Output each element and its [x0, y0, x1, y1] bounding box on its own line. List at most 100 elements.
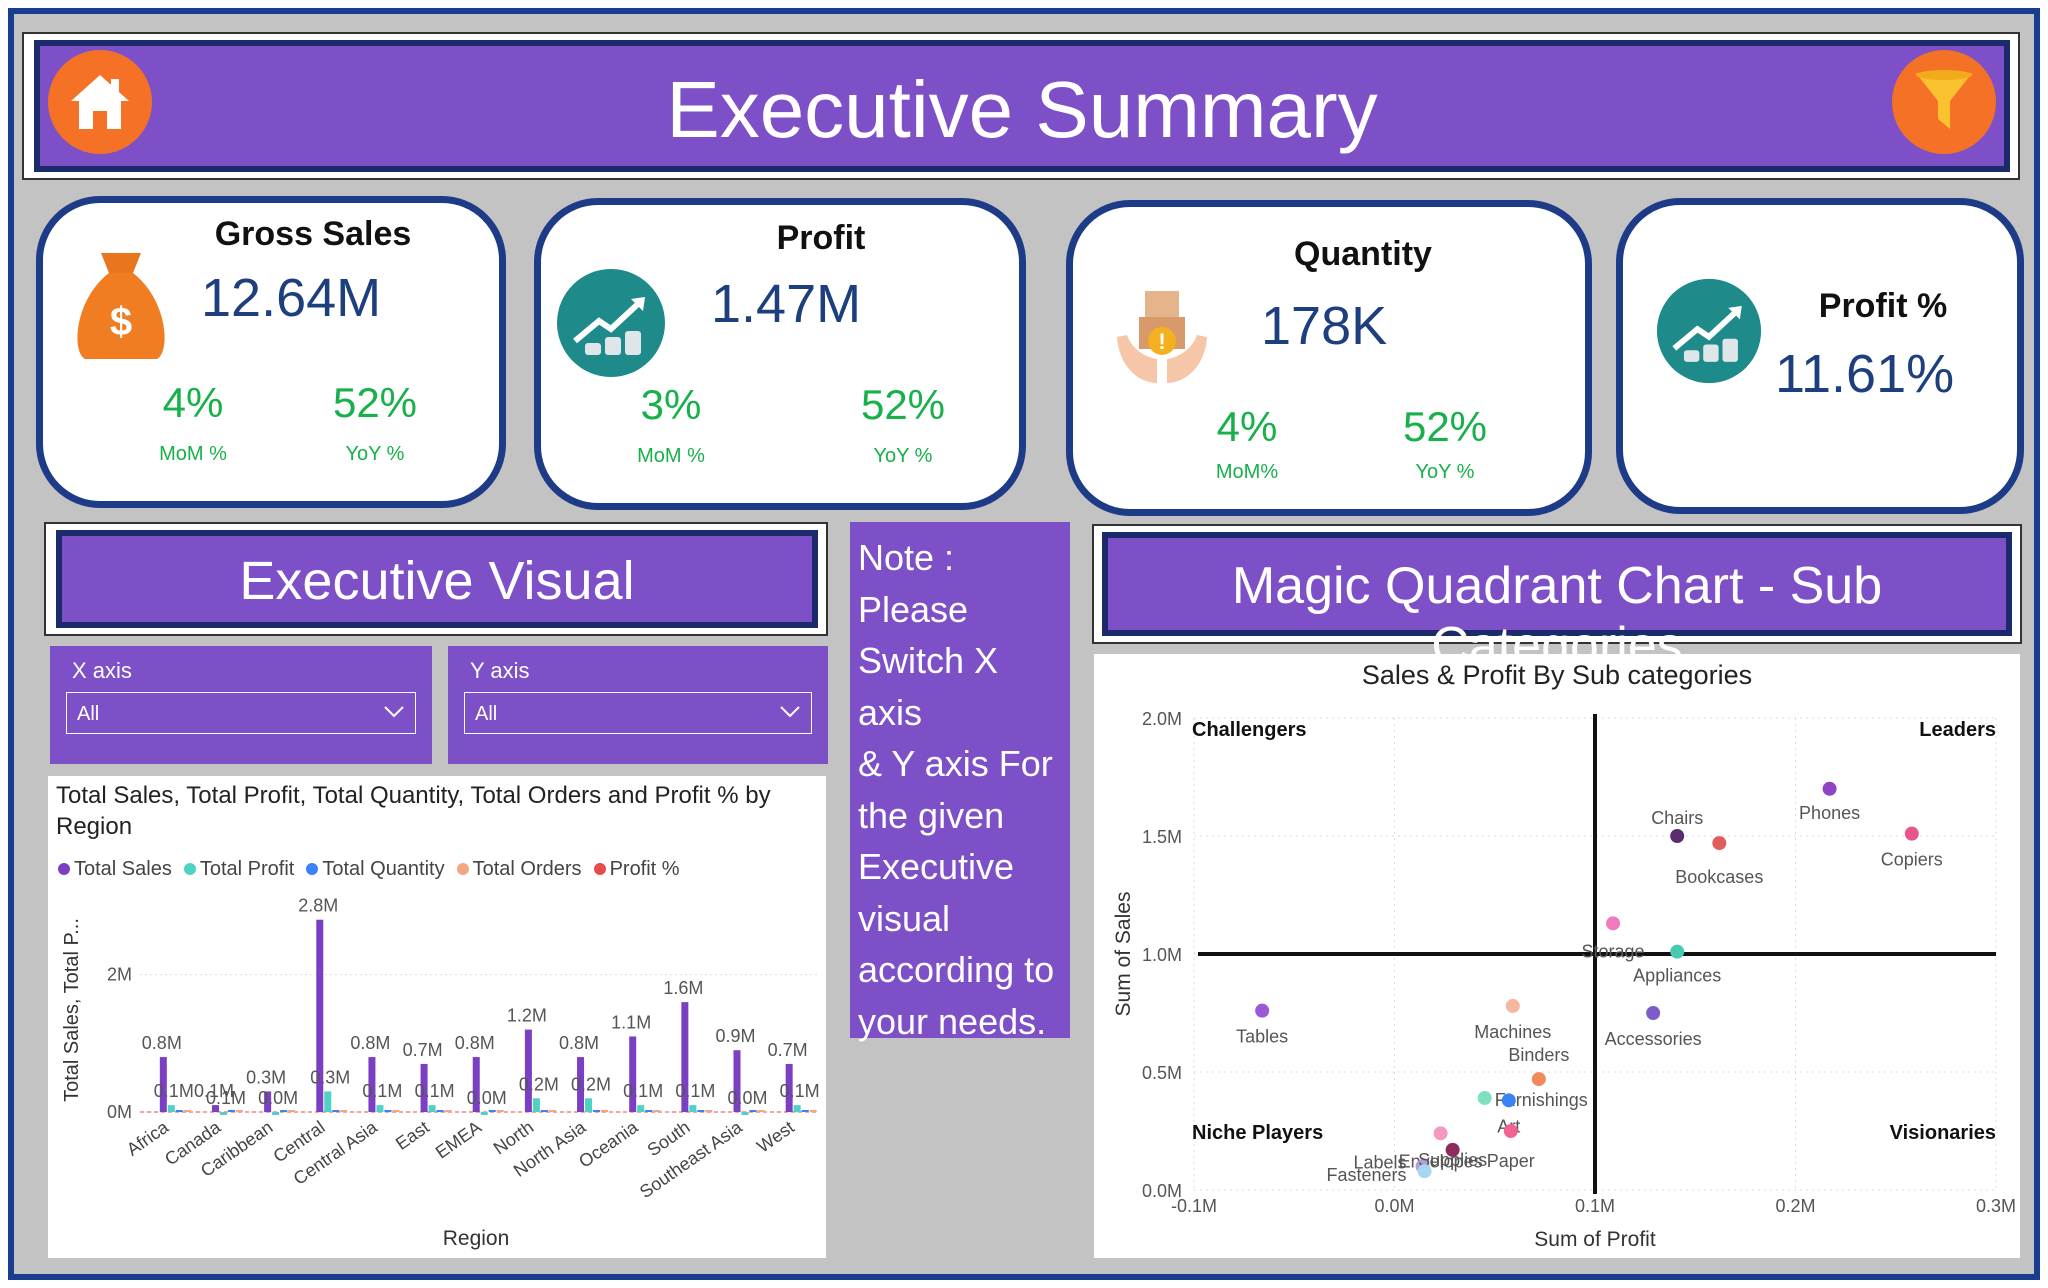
data-label: 0.1M [194, 1081, 234, 1101]
quadrant-label: Visionaries [1890, 1122, 1996, 1144]
note-line: Executive [858, 846, 1015, 887]
chart-title: Total Sales, Total Profit, Total Quantit… [56, 782, 771, 840]
x-tick-label: East [392, 1117, 433, 1154]
legend-label: Profit % [609, 858, 680, 880]
scatter-plot: Sales & Profit By Sub categories 0.0M 0.5M… [1112, 660, 2016, 1251]
data-label: 0.0M [467, 1088, 507, 1108]
bar-total-quantity [384, 1110, 392, 1112]
chevron-down-icon [384, 706, 404, 718]
bar-total-quantity [280, 1110, 288, 1112]
bar-total-sales [733, 1050, 741, 1112]
bar-total-orders [392, 1110, 400, 1112]
bar-total-quantity [227, 1110, 235, 1112]
bar-total-orders [653, 1110, 661, 1112]
y-axis-title: Sum of Sales [1112, 892, 1135, 1017]
growth-coins-icon [1656, 278, 1762, 384]
bar-total-orders [601, 1110, 609, 1112]
data-label: 0.1M [206, 1088, 246, 1108]
legend-item[interactable]: Total Quantity [306, 858, 445, 881]
point-label: Chairs [1651, 808, 1703, 828]
x-tick-label: 0.1M [1575, 1196, 1615, 1216]
bar-total-profit [532, 1098, 540, 1112]
bar-total-profit [480, 1112, 488, 1115]
title-banner: Executive Summary [34, 40, 2010, 172]
legend-item[interactable]: Total Profit [183, 858, 295, 881]
x-tick-label: EMEA [432, 1117, 485, 1163]
bar-total-sales [316, 919, 324, 1112]
kpi-quantity-card: Quantity ! 178K 4% 52% MoM% YoY % [1066, 200, 1592, 516]
bar-total-quantity [488, 1110, 496, 1112]
y-axis-dropdown[interactable]: All [464, 692, 812, 734]
quadrant-label: Challengers [1192, 719, 1306, 741]
slicer-label: X axis [72, 658, 132, 683]
bar-total-quantity [593, 1110, 601, 1112]
note-line: visual [858, 897, 951, 939]
bar-total-sales [577, 1057, 585, 1112]
bar-total-profit [272, 1112, 280, 1115]
legend-item[interactable]: Total Sales [58, 858, 172, 881]
y-tick-label: 0M [107, 1102, 132, 1122]
bar-total-quantity [332, 1110, 340, 1112]
bar-total-profit [585, 1098, 593, 1112]
bar-total-orders [496, 1110, 504, 1112]
scatter-point [1503, 1124, 1518, 1138]
scatter-point [1417, 1164, 1432, 1179]
kpi-mom-label: MoM % [159, 443, 227, 465]
note-line: Note : [858, 537, 955, 578]
bar-total-sales [159, 1057, 167, 1112]
svg-text:$: $ [110, 300, 132, 344]
kpi-value: 12.64M [201, 268, 382, 328]
bar-total-sales [368, 1057, 376, 1112]
kpi-title: Quantity [1294, 235, 1432, 273]
kpi-mom-value: 4% [1216, 403, 1278, 450]
data-label: 0.7M [768, 1040, 808, 1060]
bar-total-profit [428, 1105, 436, 1112]
point-label: Accessories [1605, 1029, 1702, 1049]
data-label: 1.2M [507, 1006, 547, 1026]
bar-total-orders [235, 1110, 243, 1112]
chart-title: Sales & Profit By Sub categories [1362, 660, 1752, 690]
scatter-point [1505, 998, 1520, 1013]
note-line: Please [858, 588, 969, 630]
legend-label: Total Quantity [322, 858, 445, 880]
point-label: Fasteners [1327, 1165, 1407, 1185]
bar-total-profit [689, 1105, 697, 1112]
money-bag-icon: $ [77, 253, 165, 359]
bar-total-quantity [540, 1110, 548, 1112]
data-label: 0.3M [246, 1067, 286, 1087]
home-button[interactable] [48, 50, 152, 154]
kpi-yoy-label: YoY % [345, 443, 405, 465]
bar-total-sales [472, 1057, 480, 1112]
data-label: 0.1M [623, 1081, 663, 1101]
point-label: Tables [1236, 1027, 1288, 1047]
bar-total-quantity [749, 1110, 757, 1112]
kpi-mom-label: MoM% [1215, 461, 1279, 483]
scatter-point [1501, 1093, 1516, 1108]
filter-button[interactable] [1892, 50, 1996, 154]
bar-total-orders [340, 1110, 348, 1112]
bar-total-sales [629, 1036, 637, 1112]
slicer-label: Y axis [470, 658, 530, 683]
funnel-icon [1916, 70, 1972, 129]
data-label: 0.9M [715, 1026, 755, 1046]
point-label: Appliances [1633, 966, 1721, 986]
kpi-value: 11.61% [1775, 344, 1955, 404]
legend-label: Total Profit [199, 858, 295, 880]
kpi-yoy-label: YoY % [1415, 461, 1475, 483]
data-label: 0.8M [350, 1033, 390, 1053]
kpi-mom-label: MoM % [637, 445, 705, 467]
x-axis-dropdown[interactable]: All [66, 692, 416, 734]
scatter-point [1255, 1003, 1270, 1018]
scatter-point [1433, 1126, 1448, 1141]
legend-item[interactable]: Total Orders [456, 858, 582, 881]
bar-total-profit [741, 1112, 749, 1115]
y-axis-slicer: Y axis All [448, 646, 828, 764]
bar-total-sales [785, 1063, 793, 1112]
legend-item[interactable]: Profit % [593, 858, 680, 881]
note-line: Switch X axis [858, 640, 999, 733]
x-tick-label: 0.3M [1976, 1196, 2016, 1216]
y-tick-label: 2.0M [1142, 709, 1182, 729]
dropdown-value: All [475, 703, 498, 725]
page-title: Executive Summary [666, 65, 1378, 154]
